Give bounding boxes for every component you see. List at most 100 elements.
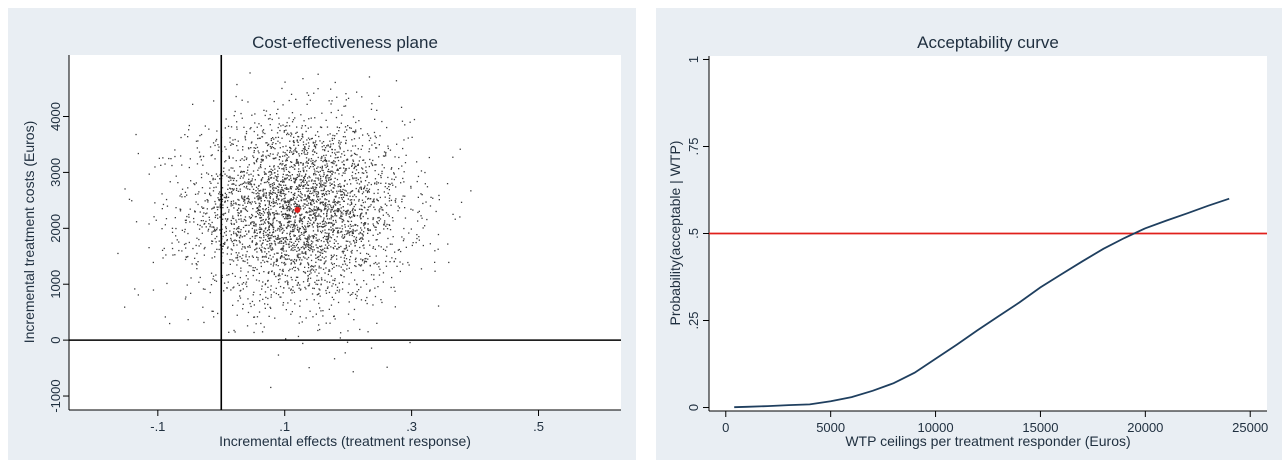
ce-plane-point xyxy=(323,235,326,237)
ce-plane-point xyxy=(360,265,362,267)
ce-plane-point xyxy=(239,231,242,233)
ce-plane-point xyxy=(332,201,334,203)
ce-plane-point xyxy=(269,239,271,242)
ce-plane-point xyxy=(330,209,332,211)
ce-plane-point xyxy=(287,281,289,283)
ce-plane-point xyxy=(300,162,302,164)
ce-plane-point xyxy=(283,261,286,264)
ce-plane-point xyxy=(210,284,213,286)
ce-plane-point xyxy=(289,175,292,177)
ce-plane-point xyxy=(333,242,335,244)
ce-plane-point xyxy=(208,223,210,225)
ce-plane-point xyxy=(296,228,298,230)
ce-plane-point xyxy=(307,248,310,251)
ce-plane-point xyxy=(234,110,236,113)
ce-plane-point xyxy=(265,219,267,221)
ce-plane-point xyxy=(286,132,289,134)
ce-plane-point xyxy=(270,258,272,260)
ce-plane-point xyxy=(332,223,334,226)
ce-plane-point xyxy=(223,213,225,215)
ce-plane-point xyxy=(280,242,282,244)
ce-plane-point xyxy=(381,209,383,211)
ce-plane-point xyxy=(348,301,350,303)
ce-plane-point xyxy=(343,257,345,259)
ce-plane-point xyxy=(215,186,217,188)
ce-plane-point xyxy=(314,134,317,136)
ce-plane-point xyxy=(321,193,323,195)
ce-plane-point xyxy=(331,100,333,102)
ce-plane-point xyxy=(270,183,272,186)
ce-plane-point xyxy=(284,213,287,216)
ce-plane-point xyxy=(251,213,253,216)
ce-plane-point xyxy=(333,247,335,250)
ce-plane-point xyxy=(242,198,244,200)
ce-plane-point xyxy=(317,207,320,209)
ce-plane-point xyxy=(298,241,300,243)
ce-plane-point xyxy=(280,223,282,225)
ce-plane-point xyxy=(249,237,251,240)
ce-plane-point xyxy=(354,132,356,134)
ce-plane-point xyxy=(317,156,319,159)
ce-plane-point xyxy=(251,191,253,194)
ce-plane-point xyxy=(299,179,301,181)
ce-plane-point xyxy=(262,214,264,216)
ce-plane-point xyxy=(316,152,318,154)
ce-plane-point xyxy=(260,249,262,251)
ce-plane-point xyxy=(266,149,268,152)
ce-plane-point xyxy=(279,296,281,298)
ce-plane-point xyxy=(398,207,401,209)
ce-plane-point xyxy=(262,210,265,213)
ce-plane-point xyxy=(298,235,300,237)
ce-plane-point xyxy=(284,212,287,215)
ce-plane-point xyxy=(372,159,374,162)
ce-plane-point xyxy=(262,239,264,241)
ce-plane-point xyxy=(349,231,352,233)
ce-plane-point xyxy=(257,198,259,200)
ce-plane-point xyxy=(218,248,220,251)
ce-plane-point xyxy=(236,121,238,123)
ce-plane-point xyxy=(230,237,232,240)
acceptability-title: Acceptability curve xyxy=(917,33,1059,52)
ce-plane-point xyxy=(313,199,315,201)
ce-plane-point xyxy=(247,311,250,314)
ce-plane-point xyxy=(225,118,227,120)
ce-plane-point xyxy=(330,262,333,264)
ce-plane-point xyxy=(300,179,302,181)
ce-plane-x-tick-label: .3 xyxy=(406,419,417,434)
ce-plane-point xyxy=(325,191,327,193)
ce-plane-point xyxy=(380,176,382,179)
ce-plane-point xyxy=(306,181,308,183)
ce-plane-point xyxy=(328,269,330,271)
ce-plane-point xyxy=(316,196,318,198)
ce-plane-point xyxy=(417,175,420,178)
ce-plane-point xyxy=(235,95,237,98)
ce-plane-point xyxy=(275,264,277,266)
ce-plane-point xyxy=(268,178,270,180)
ce-plane-point xyxy=(295,150,297,152)
ce-plane-point xyxy=(225,226,227,228)
ce-plane-point xyxy=(270,237,272,239)
ce-plane-point xyxy=(343,160,345,162)
ce-plane-point xyxy=(335,116,338,119)
ce-plane-point xyxy=(275,143,277,145)
ce-plane-point xyxy=(262,194,264,196)
ce-plane-point xyxy=(340,186,342,188)
ce-plane-point xyxy=(370,198,372,200)
ce-plane-point xyxy=(289,198,292,200)
ce-plane-point xyxy=(398,248,400,251)
ce-plane-point xyxy=(301,197,303,199)
ce-plane-point xyxy=(316,210,318,212)
ce-plane-point xyxy=(273,165,275,167)
ce-plane-point xyxy=(256,207,258,209)
ce-plane-point xyxy=(209,146,212,148)
ce-plane-point xyxy=(282,176,284,178)
ce-plane-point xyxy=(324,203,327,206)
ce-plane-point xyxy=(207,228,210,230)
ce-plane-point xyxy=(382,214,384,216)
ce-plane-point xyxy=(279,221,281,223)
ce-plane-point xyxy=(394,306,396,308)
ce-plane-point xyxy=(381,301,383,304)
ce-plane-point xyxy=(253,162,255,164)
ce-plane-point xyxy=(345,168,348,170)
ce-plane-point xyxy=(237,198,239,201)
